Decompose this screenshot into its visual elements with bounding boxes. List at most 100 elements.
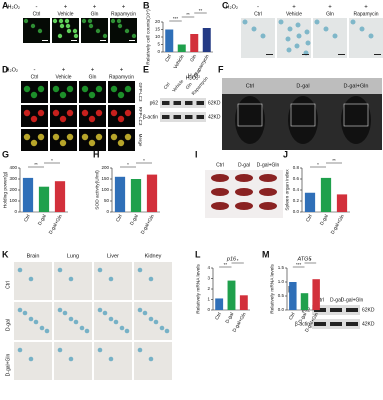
micrograph	[241, 18, 275, 58]
cell-spot	[73, 33, 79, 39]
group-label: Gln	[91, 11, 99, 17]
y-tick-label: 15	[155, 27, 161, 32]
group-label: D-gal+Gln	[341, 297, 364, 303]
micrograph	[54, 262, 92, 300]
panel-letter: G	[2, 149, 9, 159]
stain-spot	[148, 356, 154, 362]
bar	[320, 177, 332, 212]
panel-letter: L	[195, 249, 201, 259]
blot-band	[330, 322, 342, 326]
cell-spot	[37, 85, 45, 93]
bar	[165, 29, 174, 52]
spleen	[259, 188, 277, 196]
y-tick-label: 100	[101, 187, 109, 192]
group-label: Ctrl	[316, 297, 324, 303]
blot-strip	[160, 112, 206, 122]
stain-spot	[57, 347, 63, 353]
x-axis-label: H₂O₂	[188, 73, 201, 79]
treatment-sign: +	[91, 68, 95, 74]
stain-spot	[17, 347, 23, 353]
y-tick-label: 0	[14, 209, 17, 214]
blot-band	[346, 322, 358, 326]
scale-bar	[266, 54, 273, 55]
x-tick-label: Ctrl	[23, 214, 32, 223]
group-label: Vehicle	[286, 11, 302, 17]
cell-spot	[117, 115, 125, 123]
stain-spot	[44, 328, 50, 334]
column-label: Brain	[27, 253, 40, 259]
blot-band	[162, 101, 170, 105]
cell-spot	[116, 18, 122, 24]
row-label: GFP-LC3	[138, 82, 143, 102]
micrograph	[94, 342, 132, 380]
micrograph	[134, 342, 172, 380]
stain-spot	[119, 325, 125, 331]
sig-label: **	[34, 162, 38, 167]
row-label: D-gal+Gln	[5, 353, 11, 376]
micrograph	[54, 342, 92, 380]
bar	[177, 44, 186, 52]
group-label: Gln	[185, 81, 194, 90]
y-tick-label: 0.6	[293, 176, 300, 181]
x-tick-label: D-gal	[37, 214, 48, 227]
y-tick-label: 1.5	[278, 265, 285, 270]
x-tick-label: Ctrl	[115, 214, 124, 223]
scale-bar	[100, 40, 106, 41]
treatment-label: H₂O₂	[225, 4, 238, 10]
stain-spot	[148, 316, 154, 322]
cell-spot	[37, 109, 45, 117]
cell-spot	[30, 115, 38, 123]
group-label: Ctrl	[31, 74, 39, 80]
group-label: Gln	[89, 74, 97, 80]
y-tick-label: 200	[9, 187, 17, 192]
stain-spot	[97, 267, 103, 273]
cell-spot	[65, 23, 71, 29]
stain-spot	[113, 319, 119, 325]
cell-spot	[117, 91, 125, 99]
stain-spot	[304, 29, 310, 35]
stain-spot	[159, 325, 165, 331]
stain-spot	[278, 19, 284, 25]
y-axis-label: Relatively cell counts(10⁴)	[145, 9, 151, 65]
cell-spot	[59, 91, 67, 99]
x-tick-label: Ctrl	[164, 54, 173, 63]
cell-spot	[66, 28, 72, 34]
cell-spot	[95, 133, 103, 141]
cell-spot	[110, 18, 116, 24]
cell-spot	[88, 115, 96, 123]
inset-box	[290, 103, 316, 127]
cell-spot	[52, 85, 60, 93]
y-tick-label: 4	[207, 265, 210, 270]
cell-spot	[110, 133, 118, 141]
treatment-label: H₂O₂	[5, 67, 18, 73]
group-label: D-gal	[296, 83, 309, 89]
bar	[227, 280, 236, 310]
stain-spot	[287, 26, 293, 32]
panel-letter: B	[143, 0, 150, 10]
mouse	[341, 96, 371, 144]
blot-band	[185, 101, 193, 105]
y-tick-label: 200	[101, 165, 109, 170]
cell-spot	[57, 33, 63, 39]
band-label: β-actin	[143, 114, 158, 120]
scale-bar	[338, 54, 345, 55]
x-tick-label: D-gal+Gln	[140, 213, 156, 235]
x-tick-label: Vehicle	[173, 53, 186, 70]
stain-spot	[97, 347, 103, 353]
micrograph	[14, 262, 52, 300]
stain-spot	[124, 328, 130, 334]
sig-label: ***	[173, 16, 179, 21]
blot-band	[185, 115, 193, 119]
bar	[130, 179, 142, 212]
cell-spot	[66, 133, 74, 141]
sig-label: *	[309, 258, 311, 263]
cell-spot	[102, 33, 108, 39]
group-label: Rapamycin	[353, 11, 378, 17]
x-tick-label: Ctrl	[288, 312, 297, 321]
cell-spot	[23, 85, 31, 93]
cell-spot	[110, 109, 118, 117]
stain-spot	[164, 328, 170, 334]
bar	[54, 181, 66, 212]
cell-spot	[59, 23, 65, 29]
x-tick-label: D-gal+Gln	[330, 213, 346, 235]
